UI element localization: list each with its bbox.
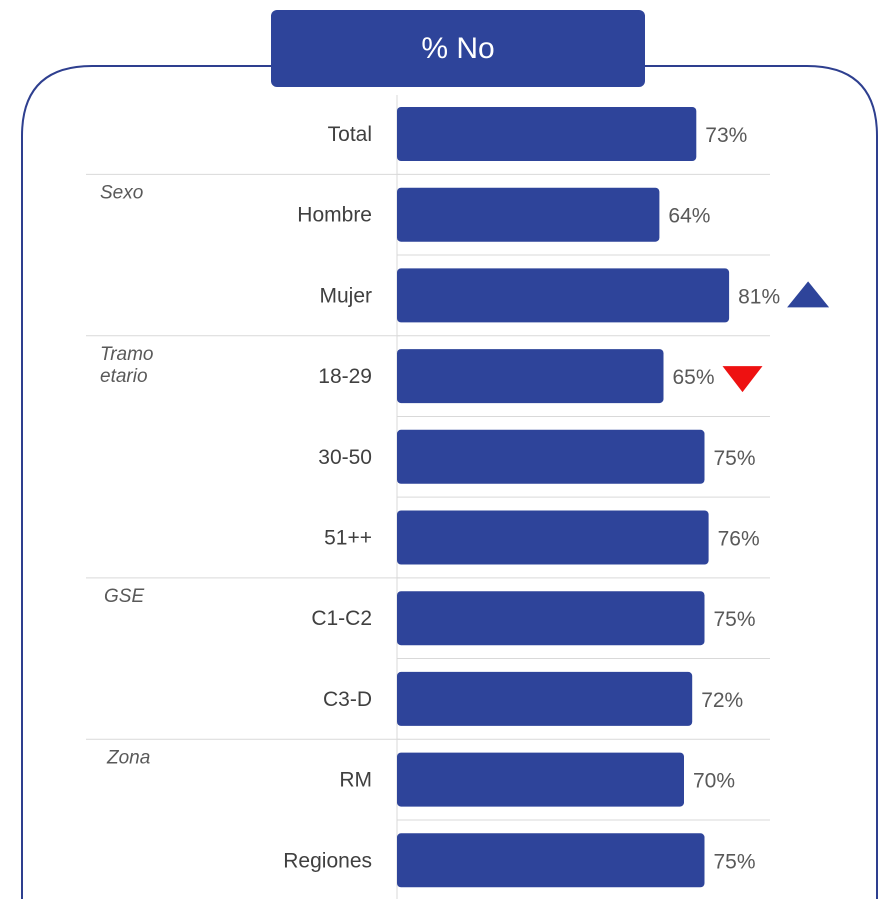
category-label: Mujer [319, 284, 372, 307]
value-label: 72% [701, 689, 743, 712]
category-label: C1-C2 [311, 607, 372, 630]
group-label: etario [100, 366, 148, 387]
bar [397, 107, 697, 161]
group-label: Tramo [100, 344, 153, 365]
group-label: GSE [104, 586, 144, 607]
up-triangle-marker [787, 281, 830, 308]
category-label: Regiones [283, 849, 372, 872]
category-label: 51++ [324, 527, 372, 550]
category-label: Total [328, 123, 372, 146]
bar [397, 429, 705, 484]
value-label: 73% [705, 124, 747, 147]
category-label: RM [339, 769, 372, 792]
value-label: 70% [693, 770, 735, 793]
down-triangle-marker [722, 366, 763, 393]
group-label: Zona [106, 747, 150, 768]
bar [397, 510, 709, 565]
value-label: 64% [668, 205, 710, 228]
chart-title: % No [421, 31, 495, 65]
value-label: 76% [718, 528, 760, 551]
bar [397, 268, 730, 323]
bar [397, 187, 660, 242]
group-label: Sexo [100, 182, 143, 203]
bar [397, 752, 684, 807]
value-label: 75% [714, 850, 756, 873]
category-label: 18-29 [318, 365, 372, 388]
category-label: Hombre [297, 204, 372, 227]
value-label: 75% [714, 608, 756, 631]
bar [397, 591, 705, 646]
value-label: 81% [738, 285, 780, 308]
category-label: C3-D [323, 688, 372, 711]
value-label: 75% [714, 447, 756, 470]
bar [397, 349, 664, 404]
chart-title-box: % No [271, 10, 645, 87]
bar [397, 833, 705, 888]
bar [397, 671, 693, 726]
category-label: 30-50 [318, 446, 372, 469]
value-label: 65% [673, 366, 715, 389]
